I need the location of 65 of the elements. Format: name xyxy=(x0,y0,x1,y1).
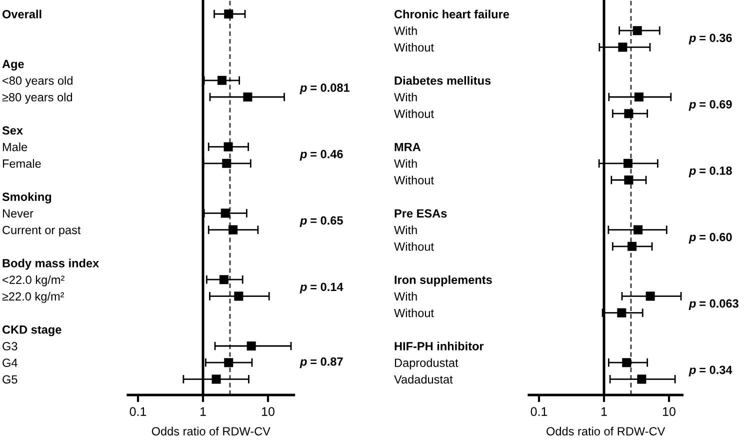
text: p = 0.60 xyxy=(688,232,732,244)
y-tick-label: MRA xyxy=(394,142,421,152)
y-tick-label: <80 years old xyxy=(2,76,72,88)
y-tick-label: CKD stage xyxy=(2,325,62,336)
y-tick-label: Without xyxy=(394,42,434,52)
x-axis-title: Odds ratio of RDW-CV xyxy=(152,426,270,436)
x-tick-label: 1 xyxy=(200,407,206,416)
point xyxy=(624,175,634,185)
text: p = 0.69 xyxy=(688,100,732,111)
y-tick-label: Male xyxy=(2,142,28,152)
text: p = 0.87 xyxy=(300,357,343,368)
y-tick-label: Without xyxy=(394,176,434,184)
x-tick-label: 1 xyxy=(601,407,607,416)
point xyxy=(637,374,646,384)
point xyxy=(632,26,642,36)
y-tick-label: Without xyxy=(394,242,434,251)
point xyxy=(634,225,643,234)
y-tick-label: Smoking xyxy=(2,192,52,204)
text: p = 0.18 xyxy=(688,166,732,178)
text: p = 0.081 xyxy=(300,84,350,94)
text: p = 0.063 xyxy=(688,299,738,310)
y-tick-label: Age xyxy=(2,60,24,71)
point xyxy=(634,92,644,102)
y-tick-label: Never xyxy=(2,209,34,218)
x-tick-label: 0.1 xyxy=(530,407,548,416)
point xyxy=(624,109,634,118)
point xyxy=(622,358,632,368)
text: p = 0.65 xyxy=(300,216,343,227)
y-tick-label: With xyxy=(394,159,417,168)
y-tick-label: Chronic heart failure xyxy=(394,10,510,18)
y-tick-label: ≥22.0 kg/m² xyxy=(2,292,64,303)
y-tick-label: Current or past xyxy=(2,226,81,237)
y-tick-label: Iron supplements xyxy=(394,275,492,286)
point xyxy=(618,42,628,52)
x-tick-label: 10 xyxy=(663,407,676,416)
point xyxy=(628,242,637,251)
y-tick-label: With xyxy=(394,26,417,35)
y-tick-label: Overall xyxy=(2,10,42,18)
y-tick-label: Daprodustat xyxy=(394,358,458,370)
y-tick-label: Vadadustat xyxy=(394,374,453,384)
point xyxy=(623,158,633,168)
y-tick-label: Body mass index xyxy=(2,258,100,270)
y-tick-label: Sex xyxy=(2,126,23,135)
x-tick-label: 10 xyxy=(262,407,274,416)
y-tick-label: Diabetes mellitus xyxy=(394,76,491,85)
text: p = 0.14 xyxy=(300,282,344,294)
y-tick-label: G5 xyxy=(2,375,18,384)
y-tick-label: Without xyxy=(394,308,434,318)
point xyxy=(617,308,626,318)
x-axis-title: Odds ratio of RDW-CV xyxy=(546,426,666,436)
y-tick-label: With xyxy=(394,292,417,301)
y-tick-label: Pre ESAs xyxy=(394,209,447,218)
text: p = 0.34 xyxy=(688,366,732,376)
y-tick-label: With xyxy=(394,92,417,102)
y-tick-label: <22.0 kg/m² xyxy=(2,275,64,286)
text: p = 0.46 xyxy=(300,150,343,161)
y-tick-label: With xyxy=(394,226,417,234)
y-tick-label: G3 xyxy=(2,342,18,350)
y-tick-label: G4 xyxy=(2,358,18,367)
text: p = 0.36 xyxy=(688,34,732,44)
y-tick-label: HIF-PH inhibitor xyxy=(394,342,484,350)
y-tick-label: Without xyxy=(394,109,434,118)
y-tick-label: ≥80 years old xyxy=(2,92,72,104)
x-tick-label: 0.1 xyxy=(130,407,146,416)
y-tick-label: Female xyxy=(2,159,41,168)
